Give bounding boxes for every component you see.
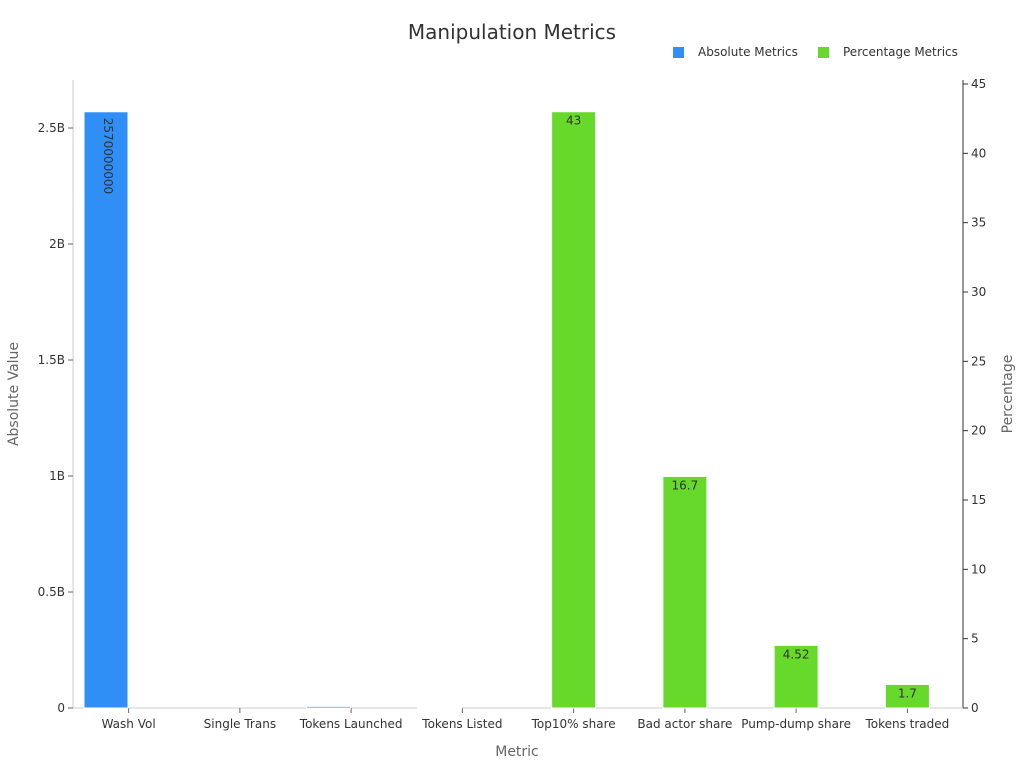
x-tick-label: Tokens Launched bbox=[299, 717, 403, 731]
x-tick-label: Top10% share bbox=[531, 717, 616, 731]
y2-tick-label: 0 bbox=[971, 701, 979, 715]
x-tick-label: Single Trans bbox=[204, 717, 276, 731]
legend-swatch-percentage bbox=[818, 46, 829, 58]
bar-percentage[interactable] bbox=[551, 111, 597, 709]
data-label: 43 bbox=[566, 114, 581, 128]
legend-label-percentage: Percentage Metrics bbox=[843, 45, 958, 59]
x-tick-label: Tokens traded bbox=[864, 717, 949, 731]
legend-item-percentage[interactable]: Percentage Metrics bbox=[818, 45, 958, 59]
data-label: 4.52 bbox=[783, 647, 810, 661]
y2-tick-label: 10 bbox=[971, 562, 986, 576]
y-tick-label: 1B bbox=[49, 469, 65, 483]
y2-tick-label: 20 bbox=[971, 424, 986, 438]
bar-percentage[interactable] bbox=[884, 683, 930, 709]
bar-percentage[interactable] bbox=[773, 644, 819, 709]
bar-absolute[interactable] bbox=[417, 706, 463, 709]
y2-tick-label: 45 bbox=[971, 77, 986, 91]
y-axis-title: Absolute Value bbox=[6, 342, 22, 446]
x-tick-label: Wash Vol bbox=[102, 717, 156, 731]
legend-label-absolute: Absolute Metrics bbox=[698, 45, 798, 59]
chart-title: Manipulation Metrics bbox=[407, 20, 617, 44]
data-label: 16.7 bbox=[672, 478, 699, 492]
y-tick-label: 0 bbox=[57, 701, 65, 715]
data-label: 1.7 bbox=[898, 686, 917, 700]
x-tick-label: Pump-dump share bbox=[741, 717, 851, 731]
data-label: 2570000000 bbox=[101, 118, 115, 194]
legend-swatch-absolute bbox=[673, 46, 684, 58]
y2-tick-label: 30 bbox=[971, 285, 986, 299]
y2-axis-title: Percentage bbox=[1000, 355, 1016, 434]
y2-tick-label: 5 bbox=[971, 632, 979, 646]
bar-absolute[interactable] bbox=[83, 111, 129, 709]
x-axis-title: Metric bbox=[495, 744, 539, 760]
y2-tick-label: 15 bbox=[971, 493, 986, 507]
y-tick-label: 0.5B bbox=[38, 585, 65, 599]
y2-tick-label: 40 bbox=[971, 146, 986, 160]
x-tick-label: Bad actor share bbox=[637, 717, 732, 731]
legend-item-absolute[interactable]: Absolute Metrics bbox=[673, 45, 798, 59]
y2-tick-label: 35 bbox=[971, 216, 986, 230]
y-tick-label: 1.5B bbox=[38, 353, 65, 367]
y2-tick-label: 25 bbox=[971, 354, 986, 368]
y-tick-label: 2B bbox=[49, 237, 65, 251]
bar-absolute[interactable] bbox=[306, 705, 351, 709]
x-tick-label: Tokens Listed bbox=[421, 717, 502, 731]
bar-percentage[interactable] bbox=[662, 475, 708, 709]
y-tick-label: 2.5B bbox=[38, 121, 65, 135]
